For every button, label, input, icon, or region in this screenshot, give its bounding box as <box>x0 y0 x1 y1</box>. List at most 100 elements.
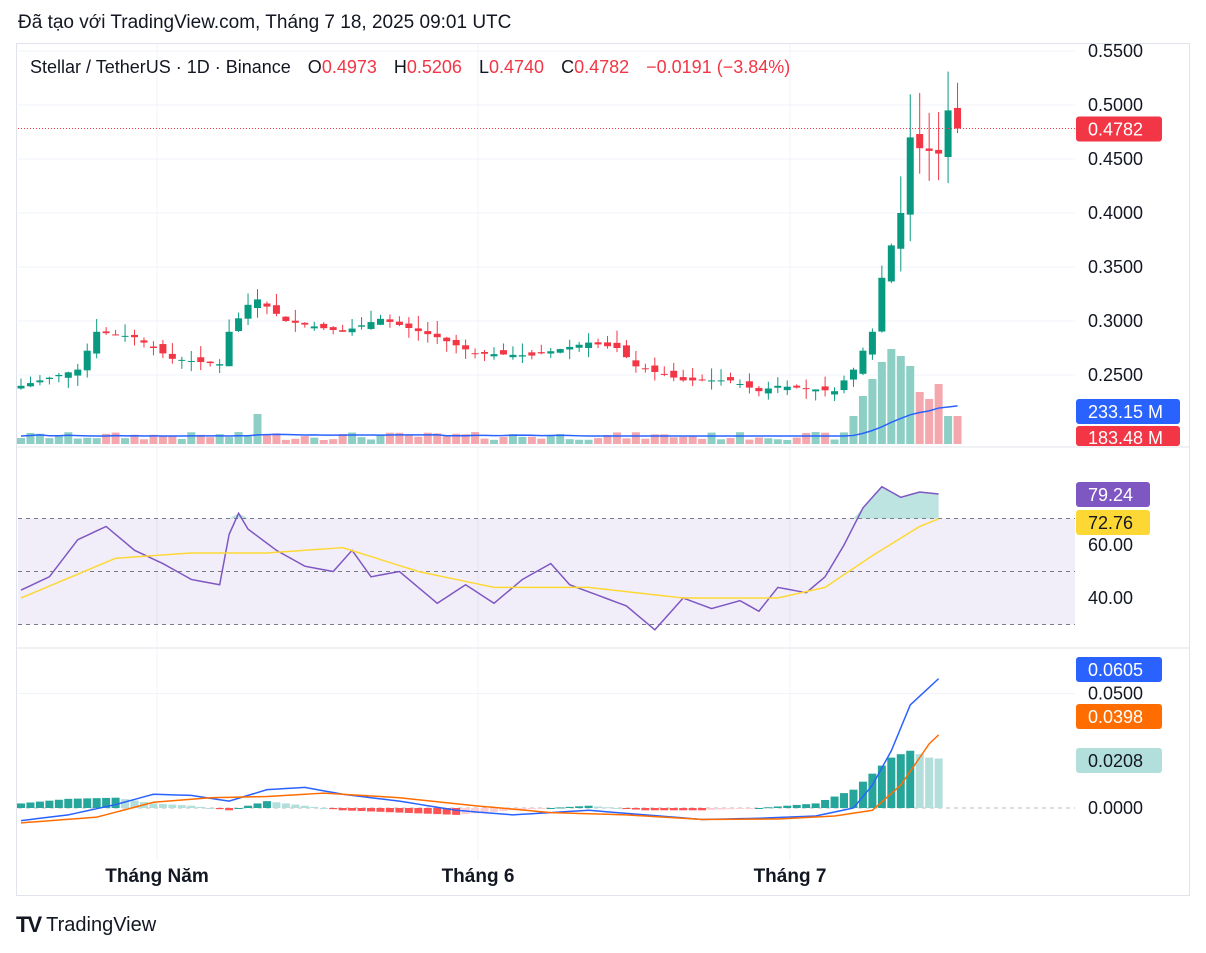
macd-histogram-bar <box>745 808 754 809</box>
candle <box>859 350 867 374</box>
macd-histogram-bar <box>234 808 243 809</box>
macd-histogram-bar <box>215 808 224 810</box>
candle <box>149 346 157 348</box>
candle <box>216 364 224 366</box>
candle <box>395 321 403 325</box>
volume-bar <box>300 436 309 444</box>
macd-histogram-bar <box>717 808 726 810</box>
volume-bar <box>858 396 867 444</box>
macd-histogram-bar <box>925 757 934 808</box>
candle <box>689 377 697 381</box>
volume-bar <box>130 434 139 444</box>
macd-histogram-bar <box>423 808 432 814</box>
volume-bar <box>83 437 92 444</box>
volume-bar <box>565 439 574 444</box>
volume-bar <box>319 439 328 444</box>
candle <box>736 384 744 385</box>
macd-histogram-bar <box>310 806 319 808</box>
volume-bar <box>792 437 801 444</box>
macd-histogram-bar <box>868 773 877 808</box>
macd-histogram-bar <box>896 754 905 808</box>
candle <box>36 380 44 383</box>
volume-bar <box>206 437 215 444</box>
volume-bar <box>688 435 697 444</box>
low-value: 0.4740 <box>488 57 545 77</box>
macd-histogram-bar <box>54 799 63 808</box>
candle <box>509 354 517 358</box>
macd-histogram-bar <box>338 808 347 811</box>
volume-bar <box>281 439 290 444</box>
volume-bar <box>934 384 943 444</box>
volume-bar <box>272 433 281 444</box>
candle <box>670 370 678 378</box>
price-tick-label: 0.4000 <box>1088 203 1143 223</box>
macd-histogram-bar <box>442 808 451 815</box>
candle <box>376 318 384 325</box>
candle <box>812 389 820 392</box>
candle <box>575 344 583 348</box>
volume-bar <box>849 416 858 444</box>
candle <box>187 360 195 362</box>
candle <box>821 386 829 391</box>
macd-histogram-bar <box>158 803 167 808</box>
volume-ma-line <box>20 405 958 437</box>
volume-bar <box>499 436 508 444</box>
candle <box>235 318 243 332</box>
macd-histogram-bar <box>669 808 678 811</box>
candle <box>348 328 356 333</box>
low-label: L <box>478 57 489 77</box>
candle <box>490 354 498 357</box>
macd-histogram-bar <box>414 808 423 814</box>
volume-bar <box>234 432 243 444</box>
candle <box>225 331 233 367</box>
page-title: Đã tạo với TradingView.com, Tháng 7 18, … <box>18 12 512 33</box>
macd-histogram-bar <box>726 808 735 810</box>
volume-bar <box>735 432 744 444</box>
macd-histogram-bar <box>707 808 716 810</box>
volume-bar <box>376 435 385 444</box>
macd-histogram-bar <box>45 800 54 808</box>
macd-histogram-bar <box>111 797 120 808</box>
volume-bar <box>461 434 470 444</box>
volume-bar <box>537 438 546 444</box>
candle <box>414 328 422 332</box>
macd-line <box>20 678 940 822</box>
volume-bar <box>433 433 442 444</box>
candle <box>849 369 857 380</box>
symbol-label[interactable]: Stellar / TetherUS · 1D · Binance <box>30 57 291 77</box>
macd-histogram-bar <box>376 808 385 812</box>
volume-bar <box>518 436 527 444</box>
volume-bar <box>650 434 659 444</box>
candle <box>131 334 139 338</box>
rsi-line <box>20 485 939 631</box>
candle <box>641 368 649 370</box>
candle <box>367 322 375 329</box>
candle <box>93 331 101 354</box>
volume-bar <box>896 356 905 444</box>
candle <box>291 320 299 323</box>
candle <box>585 342 593 348</box>
footer-branding[interactable]: TV TradingView <box>16 912 156 938</box>
macd-histogram-bar <box>575 806 584 808</box>
open-value: 0.4973 <box>321 57 377 77</box>
candle <box>26 383 34 387</box>
macd-histogram-bar <box>849 789 858 808</box>
macd-histogram-bar <box>206 808 215 809</box>
candle <box>698 379 706 381</box>
macd-histogram-bar <box>537 808 546 809</box>
x-axis-label: Tháng 7 <box>754 866 827 887</box>
candle <box>55 375 63 377</box>
candle <box>197 357 205 363</box>
macd-histogram-bar <box>471 808 480 814</box>
macd-histogram-bar <box>594 806 603 808</box>
candle <box>452 339 460 346</box>
volume-bar <box>92 438 101 444</box>
candle <box>745 381 753 388</box>
hist-tag-label: 0.0208 <box>1088 751 1143 771</box>
tradingview-logo-icon: TV <box>16 912 42 937</box>
macd-histogram-bar <box>244 805 253 808</box>
candle <box>528 352 536 356</box>
macd-histogram-bar <box>811 803 820 808</box>
macd-histogram-bar <box>792 804 801 808</box>
